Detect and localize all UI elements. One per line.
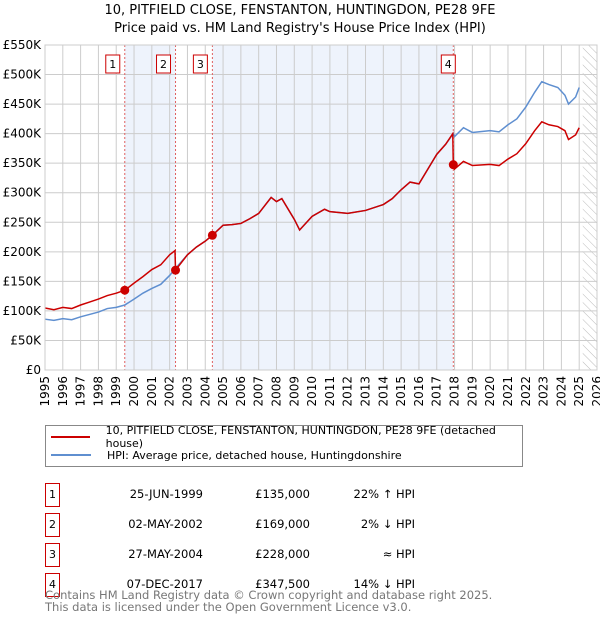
- sale-label: 3: [197, 58, 204, 71]
- sale-hpi-diff: 14% ↓ HPI: [353, 577, 415, 591]
- legend-blue-line: [51, 454, 91, 456]
- x-tick-label: 2020: [483, 376, 497, 407]
- footer: Contains HM Land Registry data © Crown c…: [45, 589, 492, 613]
- y-tick-label: £350K: [3, 156, 43, 170]
- footer-line: Contains HM Land Registry data © Crown c…: [45, 588, 493, 602]
- sale-date: 02-MAY-2002: [128, 517, 203, 531]
- x-tick-label: 1995: [38, 376, 52, 407]
- legend-label: HPI: Average price, detached house, Hunt…: [107, 448, 402, 462]
- x-tick-label: 2016: [412, 376, 426, 407]
- legend: 10, PITFIELD CLOSE, FENSTANTON, HUNTINGD…: [45, 424, 523, 467]
- y-tick-label: £500K: [3, 68, 43, 82]
- legend-item-hpi: HPI: Average price, detached house, Hunt…: [51, 446, 402, 464]
- y-tick-label: £300K: [3, 186, 43, 200]
- y-tick-label: £550K: [3, 38, 43, 52]
- y-tick-label: £200K: [3, 245, 43, 259]
- x-tick-label: 2015: [394, 376, 408, 407]
- x-tick-label: 2010: [305, 376, 319, 407]
- sale-label-box: [192, 54, 208, 74]
- x-tick-label: 1996: [56, 376, 70, 407]
- shaded-period: [124, 45, 176, 370]
- y-tick-label: £150K: [3, 274, 43, 288]
- sale-number: 1: [45, 483, 60, 507]
- property-price-line: [44, 120, 580, 311]
- x-tick-label: 2008: [269, 376, 283, 407]
- x-tick-label: 2024: [554, 376, 568, 407]
- x-tick-label: 2007: [252, 376, 266, 407]
- sale-point: [120, 285, 130, 295]
- footer-line: This data is licensed under the Open Gov…: [45, 600, 412, 614]
- x-tick-label: 1999: [109, 376, 123, 407]
- x-tick-label: 2018: [448, 376, 462, 407]
- sale-date: 25-JUN-1999: [129, 487, 203, 501]
- sale-price: £169,000: [255, 517, 310, 531]
- sale-row: 1 25-JUN-1999 £135,000 22% ↑ HPI: [45, 483, 565, 507]
- y-tick-label: £250K: [3, 215, 43, 229]
- x-tick-label: 2017: [430, 376, 444, 407]
- x-tick-label: 2023: [537, 376, 551, 407]
- y-tick-label: £450K: [3, 97, 43, 111]
- sale-label-box: [156, 54, 172, 74]
- y-tick-label: £50K: [10, 333, 42, 347]
- sale-hpi-diff: 2% ↓ HPI: [360, 517, 415, 531]
- x-tick-label: 2000: [127, 376, 141, 407]
- x-tick-label: 2011: [323, 376, 337, 407]
- x-tick-label: 2019: [465, 376, 479, 407]
- legend-label: 10, PITFIELD CLOSE, FENSTANTON, HUNTINGD…: [105, 424, 496, 450]
- legend-red-line: [51, 436, 90, 438]
- sale-number: 2: [45, 513, 60, 537]
- sale-row: 3 27-MAY-2004 £228,000 ≈ HPI: [45, 543, 565, 567]
- sale-number: 4: [45, 573, 60, 597]
- x-tick-label: 2012: [341, 376, 355, 407]
- x-tick-label: 2014: [376, 376, 390, 407]
- x-tick-label: 2003: [180, 376, 194, 407]
- legend-item-property: 10, PITFIELD CLOSE, FENSTANTON, HUNTINGD…: [51, 424, 522, 450]
- sale-label: 4: [445, 58, 452, 71]
- x-tick-label: 2005: [216, 376, 230, 407]
- sale-price: £228,000: [255, 547, 310, 561]
- sale-number: 3: [45, 543, 60, 567]
- y-tick-label: £400K: [3, 127, 43, 141]
- sale-label-box: [440, 54, 456, 74]
- chart-subtitle: Price paid vs. HM Land Registry's House …: [114, 21, 486, 36]
- chart-title: 10, PITFIELD CLOSE, FENSTANTON, HUNTINGD…: [104, 3, 496, 18]
- price-chart: £0 £50K £100K £150K £200K £250K £300K £350K £400…: [3, 38, 600, 407]
- sale-row: 2 02-MAY-2002 £169,000 2% ↓ HPI: [45, 513, 565, 537]
- shaded-period: [212, 45, 454, 370]
- y-tick-label: £0: [26, 363, 41, 377]
- sale-label: 1: [109, 58, 116, 71]
- sale-point: [448, 160, 458, 170]
- x-tick-label: 2026: [590, 376, 600, 407]
- sale-row: 4 07-DEC-2017 £347,500 14% ↓ HPI: [45, 573, 565, 597]
- sale-point: [171, 265, 181, 275]
- sale-label-box: [105, 54, 121, 74]
- sale-hpi-diff: 22% ↑ HPI: [353, 487, 415, 501]
- forecast-hatch: [582, 45, 597, 370]
- sale-price: £135,000: [255, 487, 310, 501]
- sale-price: £347,500: [255, 577, 310, 591]
- x-tick-label: 2009: [287, 376, 301, 407]
- y-tick-label: £100K: [3, 304, 43, 318]
- x-tick-label: 2002: [163, 376, 177, 407]
- x-tick-label: 2022: [519, 376, 533, 407]
- x-tick-label: 1997: [74, 376, 88, 407]
- plot-border: [44, 44, 598, 371]
- x-tick-label: 2004: [198, 376, 212, 407]
- sale-date: 27-MAY-2004: [128, 547, 203, 561]
- x-tick-label: 2025: [572, 376, 586, 407]
- sale-label: 2: [160, 58, 167, 71]
- sale-date: 07-DEC-2017: [126, 577, 203, 591]
- x-tick-label: 2001: [145, 376, 159, 407]
- x-tick-label: 1998: [91, 376, 105, 407]
- x-tick-label: 2021: [501, 376, 515, 407]
- x-tick-label: 2006: [234, 376, 248, 407]
- x-tick-label: 2013: [359, 376, 373, 407]
- sale-point: [207, 230, 217, 240]
- sale-hpi-diff: ≈ HPI: [382, 547, 415, 561]
